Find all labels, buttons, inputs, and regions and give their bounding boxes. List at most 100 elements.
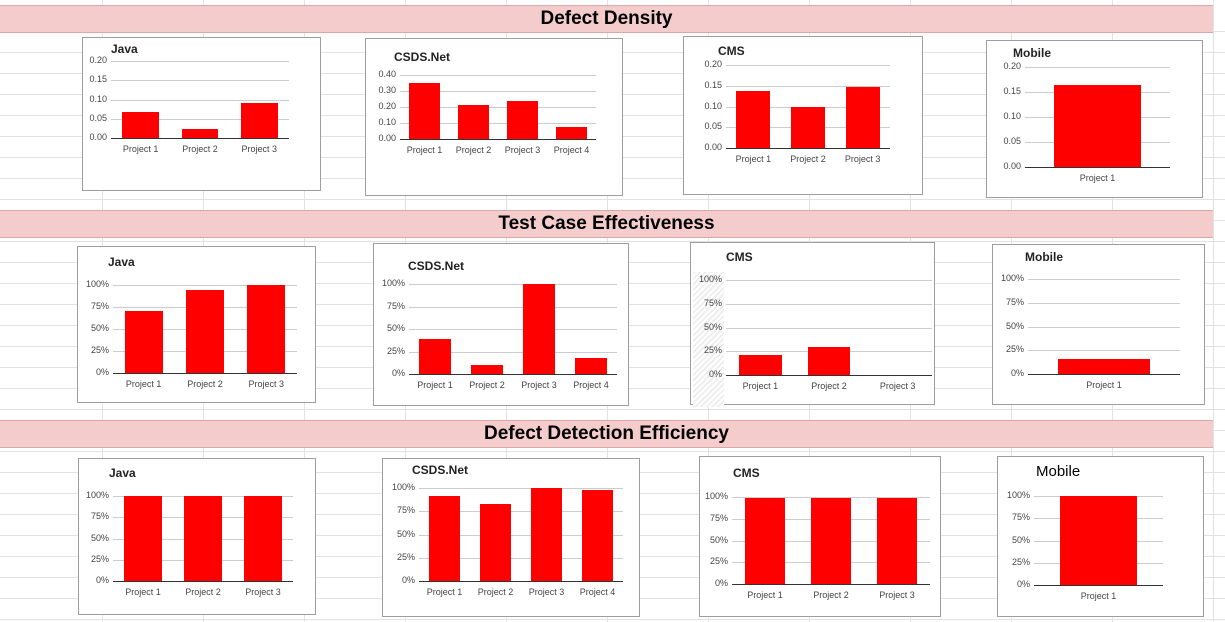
- bar[interactable]: [418, 338, 452, 374]
- bar[interactable]: [122, 112, 160, 138]
- gridline: [409, 351, 617, 353]
- y-tick-label: 75%: [396, 505, 415, 516]
- bar[interactable]: [530, 488, 563, 581]
- y-tick-label: 25%: [709, 556, 728, 567]
- y-tick-label: 75%: [1005, 296, 1024, 307]
- chart-test-case-effectiveness-csdsnet[interactable]: CSDS.Net 0% 25% 50% 75% 100% Project 1 Project …: [373, 243, 629, 406]
- chart-defect-detection-efficiency-csdsnet[interactable]: CSDS.Net 0% 25% 50% 75% 100% Project 1 Project …: [382, 458, 640, 617]
- bar[interactable]: [409, 83, 440, 139]
- x-axis-baseline: [726, 375, 932, 376]
- gridline: [419, 557, 623, 559]
- bar[interactable]: [124, 310, 163, 373]
- y-tick-label: 0%: [1016, 579, 1030, 589]
- bar[interactable]: [791, 106, 825, 148]
- bar[interactable]: [470, 365, 504, 374]
- y-tick-label: 75%: [90, 511, 109, 522]
- bar[interactable]: [184, 496, 222, 581]
- x-axis-baseline: [409, 374, 617, 375]
- y-tick-label: 0.20: [1003, 61, 1021, 71]
- y-tick-label: 25%: [90, 345, 109, 355]
- y-tick-label: 0.05: [89, 112, 107, 123]
- bar[interactable]: [185, 290, 224, 373]
- chart-defect-density-cms[interactable]: CMS 0.00 0.05 0.10 0.15 0.20 Project 1 Project …: [683, 36, 923, 195]
- chart-defect-density-mobile[interactable]: Mobile 0.00 0.05 0.10 0.15 0.20 Project 1: [986, 40, 1203, 198]
- bar[interactable]: [1059, 496, 1138, 585]
- x-tick-label: Project 4: [579, 587, 616, 597]
- chart-test-case-effectiveness-cms[interactable]: CMS 0% 25% 50% 75% 100% Project 1 Project 2 Proj…: [690, 242, 935, 407]
- x-axis-baseline: [113, 581, 293, 582]
- y-tick-label: 25%: [1005, 344, 1024, 355]
- gridline: [419, 488, 623, 489]
- y-tick-label: 0.15: [704, 79, 722, 90]
- y-tick-label: 75%: [386, 300, 405, 311]
- bar[interactable]: [810, 497, 852, 584]
- section-header-defect-detection-efficiency: Defect Detection Efficiency: [0, 420, 1213, 448]
- chart-defect-density-java[interactable]: Java 0.00 0.05 0.10 0.15 0.20 Project 1 Project…: [82, 37, 321, 191]
- bar[interactable]: [247, 285, 286, 373]
- x-tick-label: Project 3: [528, 587, 565, 597]
- bar[interactable]: [739, 355, 782, 375]
- bar[interactable]: [428, 496, 461, 581]
- bar[interactable]: [1054, 84, 1141, 167]
- gridline: [111, 80, 289, 82]
- x-tick-label: Project 1: [1080, 591, 1117, 601]
- y-tick-label: 50%: [709, 534, 728, 545]
- y-tick-label: 25%: [90, 553, 109, 564]
- y-tick-label: 0%: [708, 369, 722, 379]
- gridline: [1025, 67, 1170, 68]
- y-tick-label: 100%: [381, 278, 405, 288]
- gridline: [111, 61, 289, 62]
- x-axis-baseline: [419, 581, 623, 582]
- chart-test-case-effectiveness-mobile[interactable]: Mobile 0% 25% 50% 75% 100% Project 1: [992, 244, 1205, 405]
- bar[interactable]: [479, 503, 512, 581]
- x-tick-label: Project 1: [1086, 380, 1122, 390]
- x-tick-label: Project 4: [553, 145, 590, 155]
- bar[interactable]: [522, 284, 556, 374]
- x-tick-label: Project 3: [245, 587, 281, 597]
- chart-defect-density-csdsnet[interactable]: CSDS.Net 0.00 0.10 0.20 0.30 0.40 Project 1 Pro…: [365, 38, 623, 196]
- x-tick-label: Project 2: [182, 144, 218, 154]
- y-tick-label: 0.30: [378, 85, 396, 95]
- y-tick-label: 100%: [85, 490, 109, 500]
- gridline: [726, 327, 932, 329]
- x-tick-label: Project 2: [813, 590, 849, 600]
- x-tick-label: Project 1: [125, 379, 162, 389]
- bar[interactable]: [736, 91, 771, 148]
- y-tick-label: 0%: [95, 575, 109, 585]
- y-tick-label: 25%: [1011, 556, 1030, 567]
- chart-defect-detection-efficiency-cms[interactable]: CMS 0% 25% 50% 75% 100% Project 1 Project 2 Proj…: [699, 456, 941, 617]
- bar[interactable]: [507, 101, 538, 139]
- gridline: [726, 280, 932, 281]
- x-tick-label: Project 3: [844, 154, 881, 164]
- bar[interactable]: [244, 496, 282, 581]
- y-tick-label: 50%: [386, 323, 405, 333]
- chart-title: CSDS.Net: [412, 463, 469, 477]
- chart-title: CMS: [733, 466, 760, 480]
- bar[interactable]: [181, 129, 219, 138]
- bar[interactable]: [458, 105, 489, 139]
- y-tick-label: 0%: [1010, 368, 1024, 378]
- bar[interactable]: [807, 347, 851, 375]
- x-axis-baseline: [1034, 585, 1163, 586]
- bar[interactable]: [556, 126, 587, 139]
- bar[interactable]: [574, 357, 608, 374]
- bar[interactable]: [876, 497, 918, 584]
- bar[interactable]: [744, 497, 786, 584]
- chart-title: CSDS.Net: [394, 50, 451, 64]
- chart-defect-detection-efficiency-java[interactable]: Java 0% 25% 50% 75% 100% Project 1 Project 2 Pro…: [78, 458, 316, 615]
- x-tick-label: Project 1: [735, 154, 772, 164]
- x-tick-label: Project 3: [879, 381, 916, 391]
- x-axis-baseline: [111, 138, 289, 139]
- y-tick-label: 0.15: [1003, 86, 1021, 96]
- x-tick-label: Project 2: [811, 381, 847, 391]
- bar[interactable]: [581, 489, 614, 581]
- gridline: [726, 65, 890, 66]
- bar[interactable]: [240, 102, 278, 138]
- chart-test-case-effectiveness-java[interactable]: Java 0% 25% 50% 75% 100% Project 1 Project 2 Pro…: [77, 246, 316, 403]
- bar[interactable]: [1058, 358, 1150, 374]
- x-axis-baseline: [113, 373, 297, 374]
- x-tick-label: Project 2: [187, 379, 223, 389]
- bar[interactable]: [124, 496, 162, 581]
- chart-defect-detection-efficiency-mobile[interactable]: Mobile 0% 25% 50% 75% 100% Project 1: [997, 456, 1204, 617]
- bar[interactable]: [845, 86, 880, 148]
